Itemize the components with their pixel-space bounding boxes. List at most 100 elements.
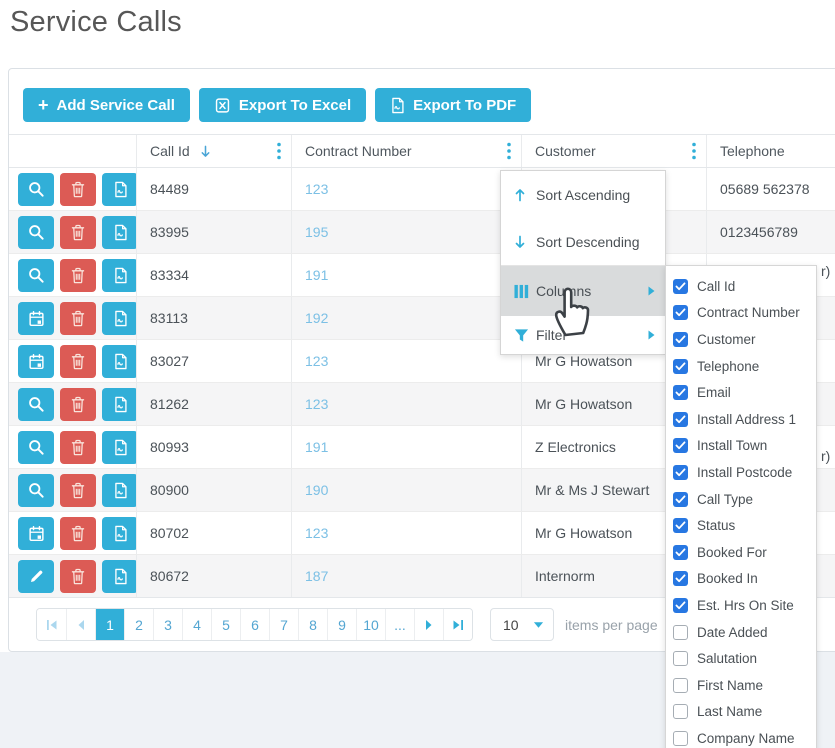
contract-number-link[interactable]: 192 xyxy=(305,310,329,326)
contract-number-link[interactable]: 123 xyxy=(305,353,329,369)
page-number-button[interactable]: 4 xyxy=(182,609,211,640)
column-toggle-company-name[interactable]: Company Name xyxy=(666,725,816,748)
column-toggle-customer[interactable]: Customer xyxy=(666,326,816,353)
checked-checkbox[interactable] xyxy=(673,491,688,507)
checked-checkbox[interactable] xyxy=(673,438,688,454)
contract-number-link[interactable]: 191 xyxy=(305,267,329,283)
menu-item-sort-ascending[interactable]: Sort Ascending xyxy=(501,171,665,218)
pdf-call-button[interactable] xyxy=(102,559,136,593)
pdf-call-button[interactable] xyxy=(102,344,136,378)
delete-call-button[interactable] xyxy=(60,301,96,335)
pdf-call-button[interactable] xyxy=(102,172,136,206)
column-toggle-est-hrs-on-site[interactable]: Est. Hrs On Site xyxy=(666,592,816,619)
more-pages-button[interactable]: ... xyxy=(385,609,414,640)
page-number-button[interactable]: 6 xyxy=(240,609,269,640)
pdf-call-button[interactable] xyxy=(102,473,136,507)
view-call-button[interactable] xyxy=(18,430,54,464)
delete-call-button[interactable] xyxy=(60,215,96,249)
contract-number-link[interactable]: 187 xyxy=(305,568,329,584)
delete-call-button[interactable] xyxy=(60,473,96,507)
unchecked-checkbox[interactable] xyxy=(673,704,688,720)
contract-number-link[interactable]: 195 xyxy=(305,224,329,240)
column-toggle-date-added[interactable]: Date Added xyxy=(666,619,816,646)
menu-item-filter[interactable]: Filter xyxy=(501,316,665,354)
header-contract-number[interactable]: Contract Number xyxy=(291,135,521,167)
column-toggle-first-name[interactable]: First Name xyxy=(666,672,816,699)
pdf-call-button[interactable] xyxy=(102,301,136,335)
page-number-button[interactable]: 7 xyxy=(269,609,298,640)
checked-checkbox[interactable] xyxy=(673,385,688,401)
column-toggle-telephone[interactable]: Telephone xyxy=(666,353,816,380)
page-number-button[interactable]: 8 xyxy=(298,609,327,640)
contract-number-link[interactable]: 191 xyxy=(305,439,329,455)
column-toggle-status[interactable]: Status xyxy=(666,512,816,539)
delete-call-button[interactable] xyxy=(60,516,96,550)
view-call-button[interactable] xyxy=(18,258,54,292)
view-call-button[interactable] xyxy=(18,473,54,507)
customer-column-menu-icon[interactable] xyxy=(691,140,697,162)
pdf-call-button[interactable] xyxy=(102,387,136,421)
next-page-button[interactable] xyxy=(414,609,443,640)
delete-call-button[interactable] xyxy=(60,387,96,421)
export-to-pdf-button[interactable]: Export To PDF xyxy=(375,88,532,122)
pdf-call-button[interactable] xyxy=(102,258,136,292)
view-call-button[interactable] xyxy=(18,215,54,249)
contract-number-column-menu-icon[interactable] xyxy=(506,140,512,162)
column-toggle-install-town[interactable]: Install Town xyxy=(666,433,816,460)
page-number-button[interactable]: 1 xyxy=(95,609,124,640)
view-call-button[interactable] xyxy=(18,387,54,421)
page-size-dropdown[interactable]: 10 xyxy=(490,608,554,641)
column-toggle-last-name[interactable]: Last Name xyxy=(666,699,816,726)
checked-checkbox[interactable] xyxy=(673,464,688,480)
header-telephone[interactable]: Telephone xyxy=(706,135,835,167)
page-number-button[interactable]: 10 xyxy=(356,609,385,640)
page-number-button[interactable]: 9 xyxy=(327,609,356,640)
checked-checkbox[interactable] xyxy=(673,571,688,587)
column-toggle-salutation[interactable]: Salutation xyxy=(666,645,816,672)
column-toggle-call-type[interactable]: Call Type xyxy=(666,486,816,513)
edit-call-button[interactable] xyxy=(18,559,54,593)
export-to-excel-button[interactable]: Export To Excel xyxy=(198,88,367,122)
delete-call-button[interactable] xyxy=(60,172,96,206)
header-call-id[interactable]: Call Id xyxy=(136,135,291,167)
contract-number-link[interactable]: 123 xyxy=(305,525,329,541)
checked-checkbox[interactable] xyxy=(673,305,688,321)
prev-page-button[interactable] xyxy=(66,609,95,640)
contract-number-link[interactable]: 190 xyxy=(305,482,329,498)
unchecked-checkbox[interactable] xyxy=(673,624,688,640)
column-toggle-install-address-1[interactable]: Install Address 1 xyxy=(666,406,816,433)
unchecked-checkbox[interactable] xyxy=(673,730,688,746)
call-id-column-menu-icon[interactable] xyxy=(276,140,282,162)
column-toggle-install-postcode[interactable]: Install Postcode xyxy=(666,459,816,486)
column-toggle-call-id[interactable]: Call Id xyxy=(666,273,816,300)
column-toggle-contract-number[interactable]: Contract Number xyxy=(666,300,816,327)
pdf-call-button[interactable] xyxy=(102,215,136,249)
schedule-call-button[interactable] xyxy=(18,344,54,378)
schedule-call-button[interactable] xyxy=(18,516,54,550)
delete-call-button[interactable] xyxy=(60,258,96,292)
checked-checkbox[interactable] xyxy=(673,358,688,374)
contract-number-link[interactable]: 123 xyxy=(305,181,329,197)
unchecked-checkbox[interactable] xyxy=(673,677,688,693)
menu-item-columns[interactable]: Columns xyxy=(501,266,665,316)
view-call-button[interactable] xyxy=(18,172,54,206)
pdf-call-button[interactable] xyxy=(102,516,136,550)
pdf-call-button[interactable] xyxy=(102,430,136,464)
add-service-call-button[interactable]: + Add Service Call xyxy=(23,88,190,122)
checked-checkbox[interactable] xyxy=(673,597,688,613)
last-page-button[interactable] xyxy=(443,609,472,640)
delete-call-button[interactable] xyxy=(60,344,96,378)
schedule-call-button[interactable] xyxy=(18,301,54,335)
checked-checkbox[interactable] xyxy=(673,278,688,294)
checked-checkbox[interactable] xyxy=(673,518,688,534)
delete-call-button[interactable] xyxy=(60,559,96,593)
first-page-button[interactable] xyxy=(37,609,66,640)
column-toggle-email[interactable]: Email xyxy=(666,379,816,406)
delete-call-button[interactable] xyxy=(60,430,96,464)
menu-item-sort-descending[interactable]: Sort Descending xyxy=(501,218,665,265)
contract-number-link[interactable]: 123 xyxy=(305,396,329,412)
header-customer[interactable]: Customer xyxy=(521,135,706,167)
page-number-button[interactable]: 2 xyxy=(124,609,153,640)
column-toggle-booked-for[interactable]: Booked For xyxy=(666,539,816,566)
checked-checkbox[interactable] xyxy=(673,544,688,560)
